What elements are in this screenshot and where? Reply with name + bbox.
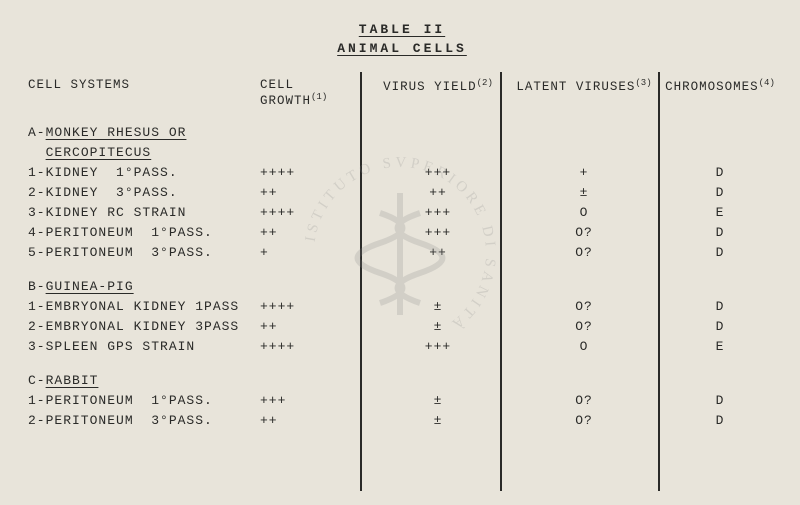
chromosomes: D xyxy=(660,185,780,200)
latent-viruses: O xyxy=(508,205,660,220)
column-divider xyxy=(360,72,362,491)
table-row: 2-EMBRYONAL KIDNEY 3PASS++±O?D xyxy=(22,316,782,336)
section-heading: B-GUINEA-PIG xyxy=(22,279,260,294)
latent-viruses: O? xyxy=(508,413,660,428)
header-cell-systems: CELL SYSTEMS xyxy=(22,78,260,108)
table-row: 3-SPLEEN GPS STRAIN+++++++OE xyxy=(22,336,782,356)
header-latent-viruses: LATENT VIRUSES(3) xyxy=(508,78,660,108)
cell-growth: +++ xyxy=(260,393,368,408)
header-cell-growth: CELL GROWTH(1) xyxy=(260,78,368,108)
cell-system: 5-PERITONEUM 3°PASS. xyxy=(22,245,260,260)
table-row: 3-KIDNEY RC STRAIN+++++++OE xyxy=(22,202,782,222)
latent-viruses: O? xyxy=(508,393,660,408)
table-row: 5-PERITONEUM 3°PASS.+++O?D xyxy=(22,242,782,262)
chromosomes: D xyxy=(660,413,780,428)
header-chromosomes: CHROMOSOMES(4) xyxy=(660,78,780,108)
chromosomes: D xyxy=(660,245,780,260)
cell-growth: ++++ xyxy=(260,339,368,354)
cell-system: 1-KIDNEY 1°PASS. xyxy=(22,165,260,180)
section-heading-2: CERCOPITECUS xyxy=(22,145,260,160)
table-row: 4-PERITONEUM 1°PASS.+++++O?D xyxy=(22,222,782,242)
cell-system: 1-EMBRYONAL KIDNEY 1PASS xyxy=(22,299,260,314)
chromosomes: E xyxy=(660,339,780,354)
header-virus-yield: VIRUS YIELD(2) xyxy=(368,78,508,108)
table-body: A-MONKEY RHESUS OR CERCOPITECUS 1-KIDNEY … xyxy=(22,122,782,430)
chromosomes: E xyxy=(660,205,780,220)
column-divider xyxy=(500,72,502,491)
cell-growth: ++++ xyxy=(260,299,368,314)
table-title: TABLE II ANIMAL CELLS xyxy=(22,22,782,56)
column-divider xyxy=(658,72,660,491)
cell-system: 2-KIDNEY 3°PASS. xyxy=(22,185,260,200)
cell-growth: ++ xyxy=(260,185,368,200)
virus-yield: ++ xyxy=(368,245,508,260)
table-row: 1-EMBRYONAL KIDNEY 1PASS++++±O?D xyxy=(22,296,782,316)
table-row: 2-PERITONEUM 3°PASS.++±O?D xyxy=(22,410,782,430)
virus-yield: ± xyxy=(368,299,508,314)
cell-growth: ++++ xyxy=(260,165,368,180)
latent-viruses: O xyxy=(508,339,660,354)
cell-growth: + xyxy=(260,245,368,260)
table-row: 1-PERITONEUM 1°PASS.+++±O?D xyxy=(22,390,782,410)
title-line-1: TABLE II xyxy=(359,22,445,37)
virus-yield: ± xyxy=(368,319,508,334)
chromosomes: D xyxy=(660,393,780,408)
latent-viruses: O? xyxy=(508,245,660,260)
latent-viruses: + xyxy=(508,165,660,180)
section-heading: A-MONKEY RHESUS OR xyxy=(22,125,260,140)
table-row: 1-KIDNEY 1°PASS.++++++++D xyxy=(22,162,782,182)
title-line-2: ANIMAL CELLS xyxy=(337,41,467,56)
cell-system: 3-SPLEEN GPS STRAIN xyxy=(22,339,260,354)
chromosomes: D xyxy=(660,299,780,314)
table-row: 2-KIDNEY 3°PASS.++++±D xyxy=(22,182,782,202)
cell-system: 1-PERITONEUM 1°PASS. xyxy=(22,393,260,408)
column-headers: CELL SYSTEMS CELL GROWTH(1) VIRUS YIELD(… xyxy=(22,78,782,108)
virus-yield: +++ xyxy=(368,225,508,240)
latent-viruses: O? xyxy=(508,299,660,314)
virus-yield: +++ xyxy=(368,165,508,180)
virus-yield: ± xyxy=(368,393,508,408)
cell-growth: ++ xyxy=(260,225,368,240)
chromosomes: D xyxy=(660,319,780,334)
latent-viruses: ± xyxy=(508,185,660,200)
chromosomes: D xyxy=(660,165,780,180)
cell-system: 3-KIDNEY RC STRAIN xyxy=(22,205,260,220)
virus-yield: ± xyxy=(368,413,508,428)
latent-viruses: O? xyxy=(508,319,660,334)
chromosomes: D xyxy=(660,225,780,240)
virus-yield: +++ xyxy=(368,205,508,220)
cell-system: 2-PERITONEUM 3°PASS. xyxy=(22,413,260,428)
cell-system: 2-EMBRYONAL KIDNEY 3PASS xyxy=(22,319,260,334)
cell-growth: ++ xyxy=(260,319,368,334)
cell-system: 4-PERITONEUM 1°PASS. xyxy=(22,225,260,240)
virus-yield: +++ xyxy=(368,339,508,354)
cell-growth: ++++ xyxy=(260,205,368,220)
virus-yield: ++ xyxy=(368,185,508,200)
section-heading: C-RABBIT xyxy=(22,373,260,388)
latent-viruses: O? xyxy=(508,225,660,240)
cell-growth: ++ xyxy=(260,413,368,428)
